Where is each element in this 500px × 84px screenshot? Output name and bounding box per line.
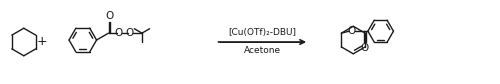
Text: [Cu(OTf)₂-DBU]: [Cu(OTf)₂-DBU]: [228, 28, 296, 37]
Text: Acetone: Acetone: [244, 46, 281, 55]
Text: O: O: [106, 11, 114, 21]
Text: O: O: [348, 26, 356, 36]
Text: +: +: [36, 36, 47, 48]
Text: O: O: [114, 28, 123, 38]
Text: O: O: [360, 44, 369, 54]
Text: O: O: [126, 28, 134, 38]
